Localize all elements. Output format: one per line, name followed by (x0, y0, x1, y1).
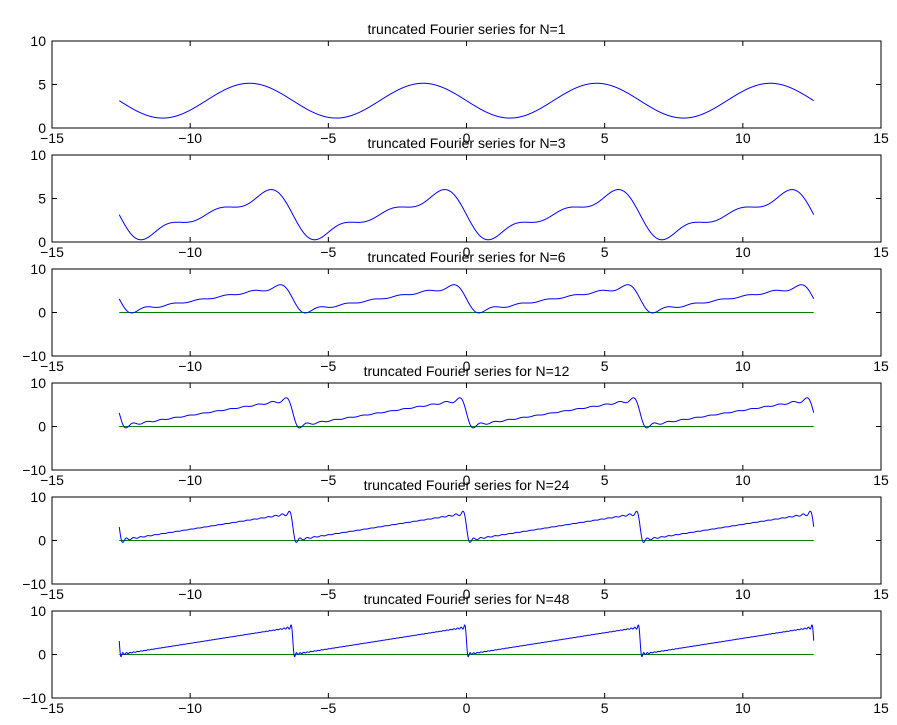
x-tick-label: 15 (873, 244, 889, 260)
y-tick-label: 0 (38, 533, 46, 549)
x-tick-label: −15 (40, 130, 64, 146)
x-tick-label: 0 (463, 472, 471, 488)
x-tick-label: 5 (601, 244, 609, 260)
subplot-n1: −15 −10 −5 0 5 10 15 0 5 10 truncated Fourier seri… (30, 21, 889, 146)
x-tick-label: −15 (40, 472, 64, 488)
y-tick-label: 0 (38, 647, 46, 663)
x-tick-label: −15 (40, 700, 64, 716)
y-tick-label: 10 (30, 603, 46, 619)
x-tick-label: −10 (178, 472, 202, 488)
y-tick-label: −10 (22, 576, 46, 592)
fourier-series-line (118, 624, 815, 658)
x-tick-label: 10 (735, 700, 751, 716)
x-tick-label: −10 (178, 130, 202, 146)
y-tick-label: 10 (30, 375, 46, 391)
x-tick-label: 10 (735, 358, 751, 374)
y-tick-label: −10 (22, 462, 46, 478)
y-tick-label: 10 (30, 147, 46, 163)
x-tick-label: 0 (463, 130, 471, 146)
y-tick-label: 5 (38, 77, 46, 93)
x-tick-label: −5 (320, 358, 336, 374)
x-tick-label: −5 (320, 130, 336, 146)
y-tick-label: 0 (38, 305, 46, 321)
subplot-title: truncated Fourier series for N=6 (367, 249, 565, 265)
y-tick-label: 10 (30, 261, 46, 277)
subplot-n3: −15 −10 −5 0 5 10 15 0 5 10 truncated Fourier seri… (30, 135, 889, 260)
subplot-title: truncated Fourier series for N=12 (364, 363, 570, 379)
y-tick-label: −10 (22, 348, 46, 364)
x-tick-label: 5 (601, 472, 609, 488)
x-tick-label: −15 (40, 586, 64, 602)
x-tick-label: −5 (320, 700, 336, 716)
x-tick-label: −15 (40, 358, 64, 374)
fourier-series-line (118, 82, 814, 119)
x-tick-label: 5 (601, 700, 609, 716)
x-tick-label: −10 (178, 586, 202, 602)
y-tick-label: 5 (38, 191, 46, 207)
x-tick-label: 0 (463, 586, 471, 602)
y-tick-label: 10 (30, 33, 46, 49)
y-tick-label: 0 (38, 419, 46, 435)
x-tick-label: 10 (735, 244, 751, 260)
x-tick-label: −10 (178, 244, 202, 260)
y-tick-label: 0 (38, 120, 46, 136)
x-tick-label: 15 (873, 586, 889, 602)
subplot-title: truncated Fourier series for N=24 (364, 477, 570, 493)
x-tick-label: 0 (463, 700, 471, 716)
x-tick-label: 0 (463, 358, 471, 374)
x-tick-label: 10 (735, 472, 751, 488)
x-tick-label: 15 (873, 700, 889, 716)
fourier-series-line (118, 510, 815, 543)
subplot-title: truncated Fourier series for N=3 (367, 135, 565, 151)
x-tick-label: −5 (320, 472, 336, 488)
x-tick-label: 15 (873, 130, 889, 146)
x-tick-label: −5 (320, 586, 336, 602)
x-tick-label: 10 (735, 130, 751, 146)
x-tick-label: 15 (873, 358, 889, 374)
y-tick-label: 0 (38, 234, 46, 250)
x-tick-label: 0 (463, 244, 471, 260)
x-tick-label: −10 (178, 700, 202, 716)
y-tick-label: 10 (30, 489, 46, 505)
fourier-series-line (118, 397, 815, 429)
x-tick-label: 5 (601, 358, 609, 374)
x-tick-label: −15 (40, 244, 64, 260)
x-tick-label: 5 (601, 130, 609, 146)
x-tick-label: −5 (320, 244, 336, 260)
y-tick-label: −10 (22, 690, 46, 706)
fourier-series-line (118, 284, 815, 314)
fourier-series-line (118, 189, 815, 241)
x-tick-label: 10 (735, 586, 751, 602)
x-tick-label: 5 (601, 586, 609, 602)
x-tick-label: 15 (873, 472, 889, 488)
x-tick-label: −10 (178, 358, 202, 374)
subplot-title: truncated Fourier series for N=48 (364, 591, 570, 607)
subplot-title: truncated Fourier series for N=1 (367, 21, 565, 37)
